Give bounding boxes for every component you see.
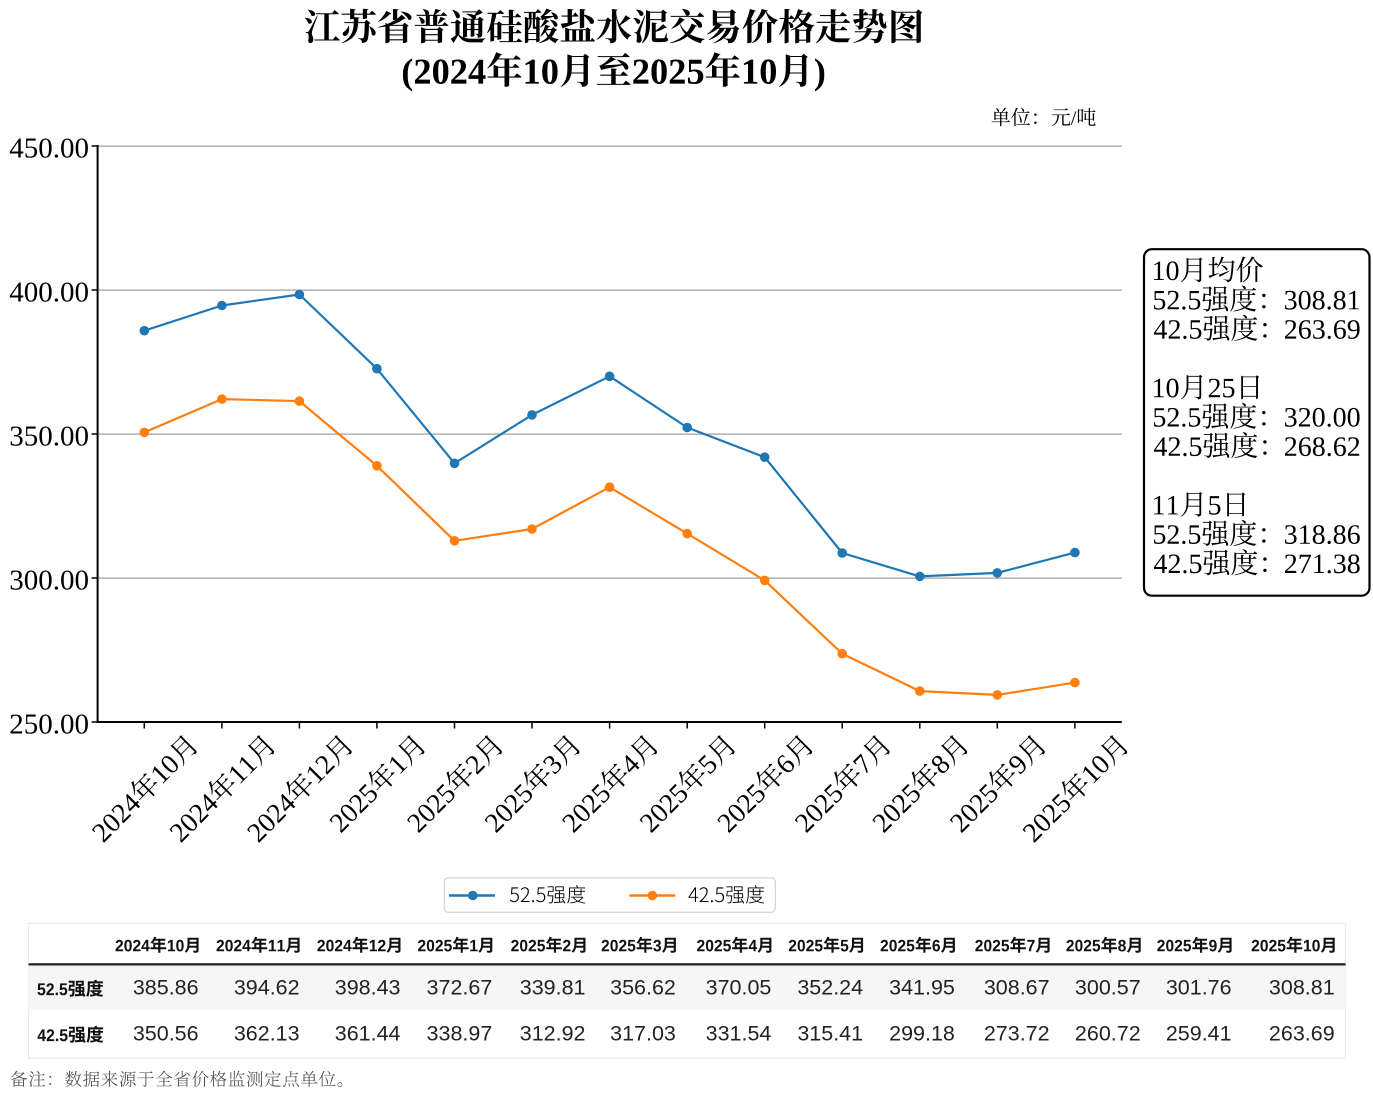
svg-text:308.81: 308.81	[1269, 976, 1335, 1000]
svg-text:260.72: 260.72	[1075, 1022, 1141, 1046]
svg-text:301.76: 301.76	[1166, 976, 1232, 1000]
svg-text:372.67: 372.67	[427, 976, 493, 1000]
svg-text:341.95: 341.95	[889, 976, 955, 1000]
svg-text:250.00: 250.00	[9, 709, 89, 741]
svg-text:263.69: 263.69	[1269, 1022, 1335, 1046]
svg-text:331.54: 331.54	[706, 1022, 772, 1046]
svg-text:385.86: 385.86	[133, 976, 199, 1000]
svg-text:362.13: 362.13	[234, 1022, 300, 1046]
svg-text:317.03: 317.03	[610, 1022, 676, 1046]
svg-text:350.56: 350.56	[133, 1022, 199, 1046]
svg-text:312.92: 312.92	[520, 1022, 586, 1046]
svg-text:398.43: 398.43	[335, 976, 401, 1000]
svg-text:299.18: 299.18	[889, 1022, 955, 1046]
svg-text:300.00: 300.00	[9, 565, 89, 597]
svg-text:450.00: 450.00	[9, 133, 89, 165]
svg-text:308.67: 308.67	[984, 976, 1050, 1000]
svg-text:350.00: 350.00	[9, 421, 89, 453]
svg-text:400.00: 400.00	[9, 277, 89, 309]
svg-text:361.44: 361.44	[335, 1022, 401, 1046]
svg-text:300.57: 300.57	[1075, 976, 1141, 1000]
svg-text:394.62: 394.62	[234, 976, 300, 1000]
svg-text:352.24: 352.24	[797, 976, 863, 1000]
svg-text:315.41: 315.41	[797, 1022, 863, 1046]
svg-text:338.97: 338.97	[427, 1022, 493, 1046]
svg-text:356.62: 356.62	[610, 976, 676, 1000]
svg-text:259.41: 259.41	[1166, 1022, 1232, 1046]
svg-text:339.81: 339.81	[520, 976, 586, 1000]
svg-text:370.05: 370.05	[706, 976, 772, 1000]
svg-text:273.72: 273.72	[984, 1022, 1050, 1046]
